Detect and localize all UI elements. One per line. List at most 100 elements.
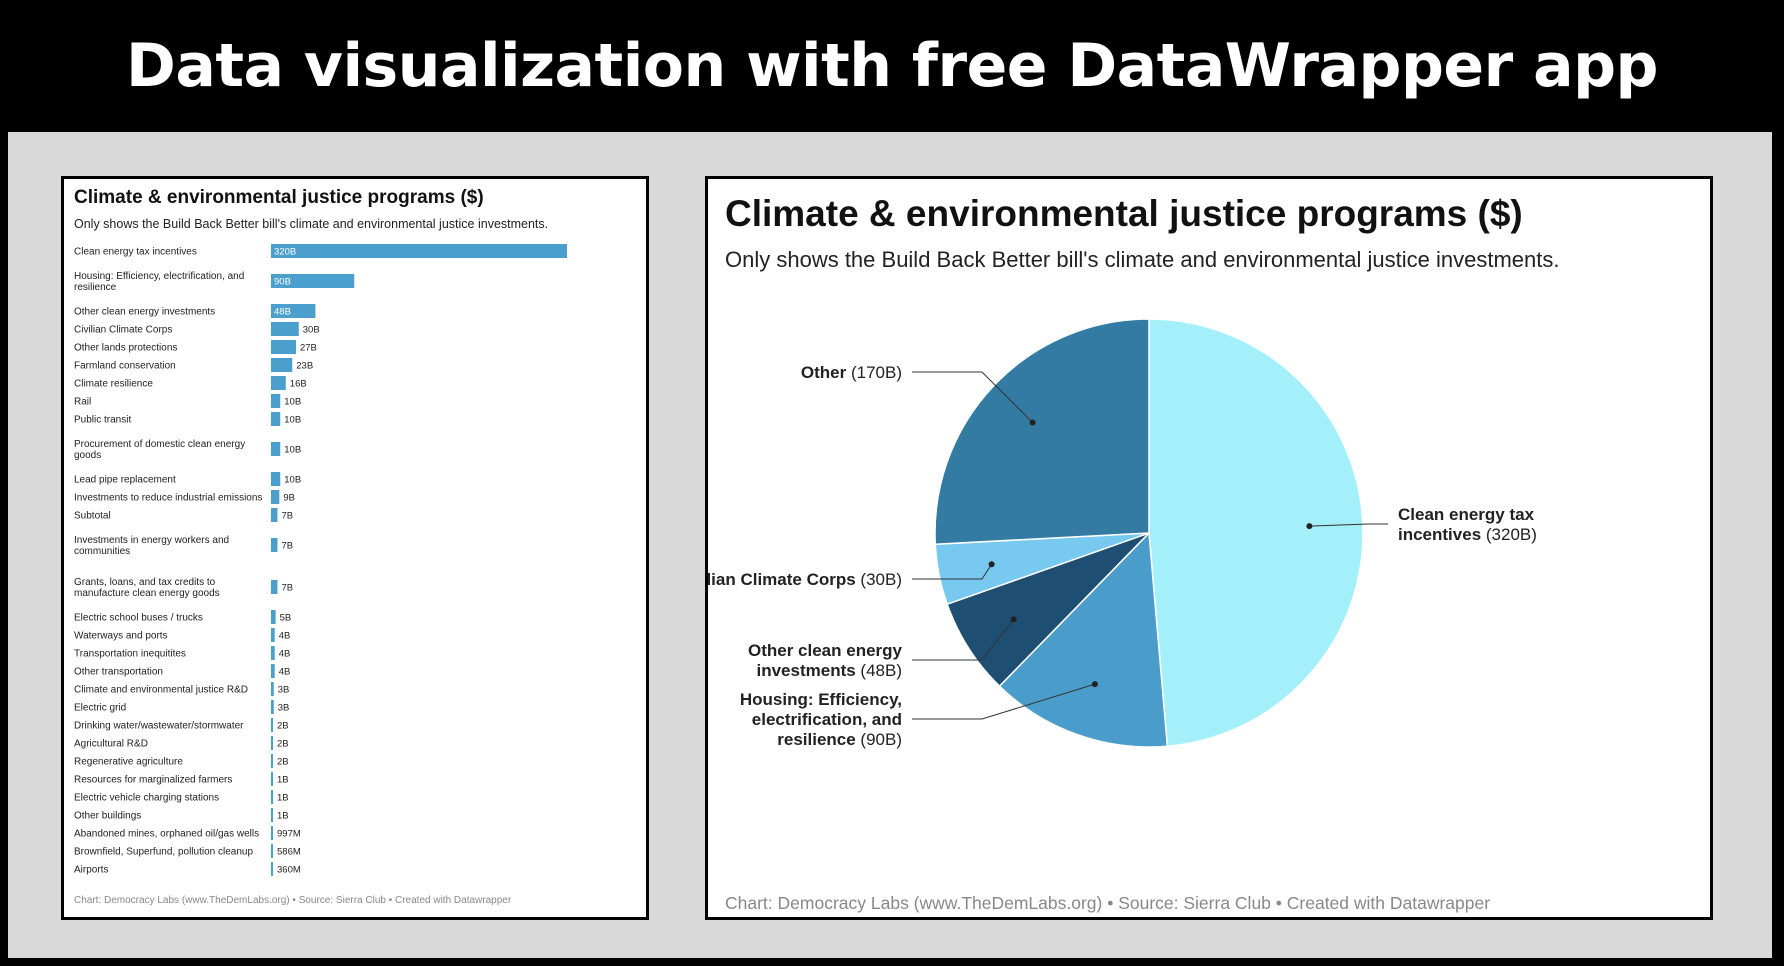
- bar: [271, 394, 281, 408]
- bar: [271, 772, 273, 786]
- bar-category-label: Procurement of domestic clean energy good…: [74, 439, 245, 461]
- pie-slice-label: Other clean energy investments (48B): [748, 641, 903, 680]
- bar-row: Drinking water/wastewater/stormwater 2B: [74, 718, 289, 732]
- pie-slice: [934, 318, 1150, 546]
- bar: [271, 844, 273, 858]
- bar-value-label: 10B: [284, 475, 301, 486]
- bar-value-label: 586M: [277, 847, 301, 858]
- bar-row: Waterways and ports 4B: [74, 628, 290, 642]
- bar-category-label: Grants, loans, and tax credits to manufac…: [74, 577, 220, 599]
- bar-chart-footer: Chart: Democracy Labs (www.TheDemLabs.or…: [74, 895, 512, 906]
- bar-category-label: Investments to reduce industrial emissio…: [74, 493, 262, 504]
- bar-value-label: 7B: [281, 541, 293, 552]
- bar: [271, 718, 273, 732]
- bar-category-label: Electric vehicle charging stations: [74, 793, 219, 804]
- bar-row: Climate resilience 16B: [74, 376, 307, 390]
- bar: [271, 274, 355, 288]
- pie-leader-line: [912, 371, 1033, 423]
- bar-value-label: 1B: [277, 775, 289, 786]
- bar-value-label: 2B: [277, 757, 289, 768]
- bar-value-label: 4B: [279, 631, 291, 642]
- bar-row: Electric school buses / trucks 5B: [74, 610, 291, 624]
- bar-value-label: 2B: [277, 721, 289, 732]
- bar-row: Investments in energy workers and communi…: [74, 535, 293, 557]
- bar-category-label: Clean energy tax incentives: [74, 247, 197, 258]
- pie-leader-dot: [1029, 419, 1036, 426]
- bar: [271, 736, 273, 750]
- pie-leader-dot: [1091, 681, 1098, 688]
- bar-row: Transportation inequitites 4B: [74, 646, 290, 660]
- bar-value-label: 4B: [279, 649, 291, 660]
- bar-category-label: Subtotal: [74, 511, 111, 522]
- pie-chart: Clean energy tax incentives (320B) Housing…: [708, 318, 1537, 749]
- bar-value-label: 10B: [284, 445, 301, 456]
- bar: [271, 790, 273, 804]
- bar: [271, 322, 299, 336]
- bar-row: Electric grid 3B: [74, 700, 289, 714]
- bar-value-label: 30B: [303, 325, 320, 336]
- bar: [271, 358, 293, 372]
- bar-category-label: Electric grid: [74, 703, 126, 714]
- bar-value-label: 5B: [280, 613, 292, 624]
- pie-leader-dot: [1306, 523, 1313, 530]
- bar-category-label: Public transit: [74, 415, 131, 426]
- bar-row: Housing: Efficiency, electrification, an…: [74, 271, 355, 293]
- page-heading: Data visualization with free DataWrapper…: [126, 31, 1658, 101]
- bar-category-label: Lead pipe replacement: [74, 475, 176, 486]
- bar-value-label: 4B: [279, 667, 291, 678]
- bar-category-label: Housing: Efficiency, electrification, an…: [74, 271, 244, 293]
- bar: [271, 490, 280, 504]
- bar-category-label: Other clean energy investments: [74, 307, 215, 318]
- bar-category-label: Agricultural R&D: [74, 739, 148, 750]
- bar-row: Rail 10B: [74, 394, 301, 408]
- bar-category-label: Airports: [74, 865, 108, 876]
- page-header: Data visualization with free DataWrapper…: [0, 0, 1784, 132]
- pie-chart-footer: Chart: Democracy Labs (www.TheDemLabs.or…: [725, 893, 1491, 913]
- bar: [271, 304, 316, 318]
- bar: [271, 700, 274, 714]
- bar: [271, 808, 273, 822]
- bar-value-label: 360M: [277, 865, 301, 876]
- pie-leader-line: [912, 563, 993, 580]
- bar-category-label: Drinking water/wastewater/stormwater: [74, 721, 244, 732]
- bar-category-label: Brownfield, Superfund, pollution cleanup: [74, 847, 253, 858]
- bar-value-label: 7B: [281, 583, 293, 594]
- bar: [271, 862, 273, 876]
- bar-value-label: 9B: [283, 493, 295, 504]
- bar-value-label: 10B: [284, 397, 301, 408]
- bar-chart-panel: Climate & environmental justice programs…: [61, 176, 649, 920]
- bar-chart: Clean energy tax incentives 320B Housing: …: [74, 244, 567, 876]
- bar-row: Other buildings 1B: [74, 808, 289, 822]
- bar-row: Abandoned mines, orphaned oil/gas wells 9…: [74, 826, 301, 840]
- bar-value-label: 320B: [274, 247, 296, 258]
- bar-category-label: Regenerative agriculture: [74, 757, 183, 768]
- bar-value-label: 16B: [290, 379, 307, 390]
- bar-category-label: Other lands protections: [74, 343, 177, 354]
- bar-row: Public transit 10B: [74, 412, 301, 426]
- bar: [271, 442, 281, 456]
- bar-value-label: 1B: [277, 811, 289, 822]
- bar-value-label: 3B: [278, 685, 290, 696]
- bar-category-label: Other buildings: [74, 811, 141, 822]
- bar-category-label: Rail: [74, 397, 91, 408]
- pie-slice-label: Other (170B): [801, 363, 902, 382]
- bar: [271, 754, 273, 768]
- bar-row: Clean energy tax incentives 320B: [74, 244, 567, 258]
- bar-value-label: 2B: [277, 739, 289, 750]
- bar: [271, 682, 274, 696]
- pie-slice-label: Clean energy tax incentives (320B): [1398, 505, 1537, 544]
- bar: [271, 664, 275, 678]
- bar-value-label: 23B: [296, 361, 313, 372]
- bar: [271, 628, 275, 642]
- bar-value-label: 10B: [284, 415, 301, 426]
- bar-value-label: 7B: [281, 511, 293, 522]
- bar-value-label: 48B: [274, 307, 291, 318]
- bar-row: Civilian Climate Corps 30B: [74, 322, 320, 336]
- pie-slice: [946, 532, 1150, 688]
- bar-row: Resources for marginalized farmers 1B: [74, 772, 289, 786]
- bar-value-label: 997M: [277, 829, 301, 840]
- bar-row: Agricultural R&D 2B: [74, 736, 289, 750]
- bar: [271, 244, 567, 258]
- pie-slice-label: Civilian Climate Corps (30B): [708, 570, 902, 589]
- pie-leader-dot: [1010, 616, 1017, 623]
